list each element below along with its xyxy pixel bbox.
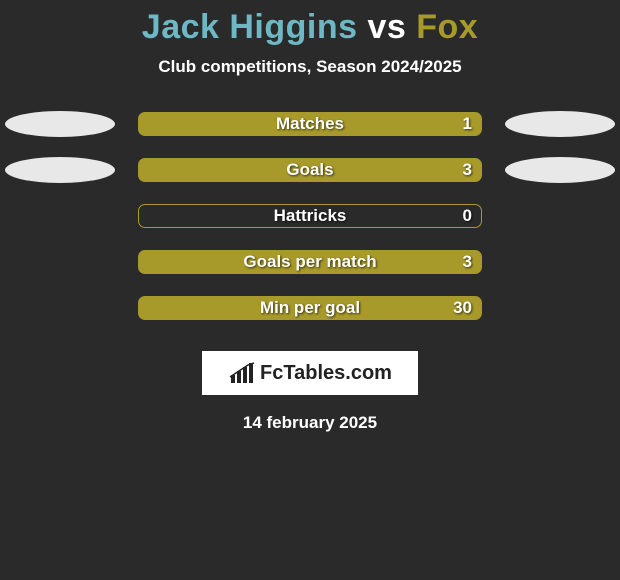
stat-row: Matches1 bbox=[0, 105, 620, 151]
stat-bar bbox=[138, 158, 482, 182]
stat-value-right: 3 bbox=[463, 158, 472, 182]
bar-fill-right bbox=[139, 113, 481, 135]
stat-bar bbox=[138, 204, 482, 228]
logo-text: FcTables.com bbox=[260, 362, 392, 385]
logo-box[interactable]: FcTables.com bbox=[202, 351, 418, 395]
player2-name: Fox bbox=[416, 8, 478, 46]
stat-value-right: 1 bbox=[463, 112, 472, 136]
stat-value-right: 3 bbox=[463, 250, 472, 274]
ellipse-left bbox=[5, 111, 115, 137]
stat-bar bbox=[138, 112, 482, 136]
stats-rows: Matches1Goals3Hattricks0Goals per match3… bbox=[0, 105, 620, 335]
ellipse-right bbox=[505, 157, 615, 183]
stat-row: Min per goal30 bbox=[0, 289, 620, 335]
comparison-widget: Jack Higgins vs Fox Club competitions, S… bbox=[0, 0, 620, 433]
stat-row: Goals3 bbox=[0, 151, 620, 197]
stat-row: Goals per match3 bbox=[0, 243, 620, 289]
chart-icon bbox=[228, 361, 256, 385]
bar-fill-right bbox=[139, 159, 481, 181]
ellipse-left bbox=[5, 157, 115, 183]
player1-name: Jack Higgins bbox=[142, 8, 358, 46]
stat-value-right: 30 bbox=[453, 296, 472, 320]
page-title: Jack Higgins vs Fox bbox=[0, 8, 620, 47]
bar-fill-right bbox=[139, 251, 481, 273]
ellipse-right bbox=[505, 111, 615, 137]
bar-fill-right bbox=[139, 297, 481, 319]
subtitle: Club competitions, Season 2024/2025 bbox=[0, 57, 620, 77]
stat-value-right: 0 bbox=[463, 204, 472, 228]
stat-row: Hattricks0 bbox=[0, 197, 620, 243]
date-text: 14 february 2025 bbox=[0, 413, 620, 433]
vs-text: vs bbox=[367, 8, 406, 46]
stat-bar bbox=[138, 296, 482, 320]
stat-bar bbox=[138, 250, 482, 274]
